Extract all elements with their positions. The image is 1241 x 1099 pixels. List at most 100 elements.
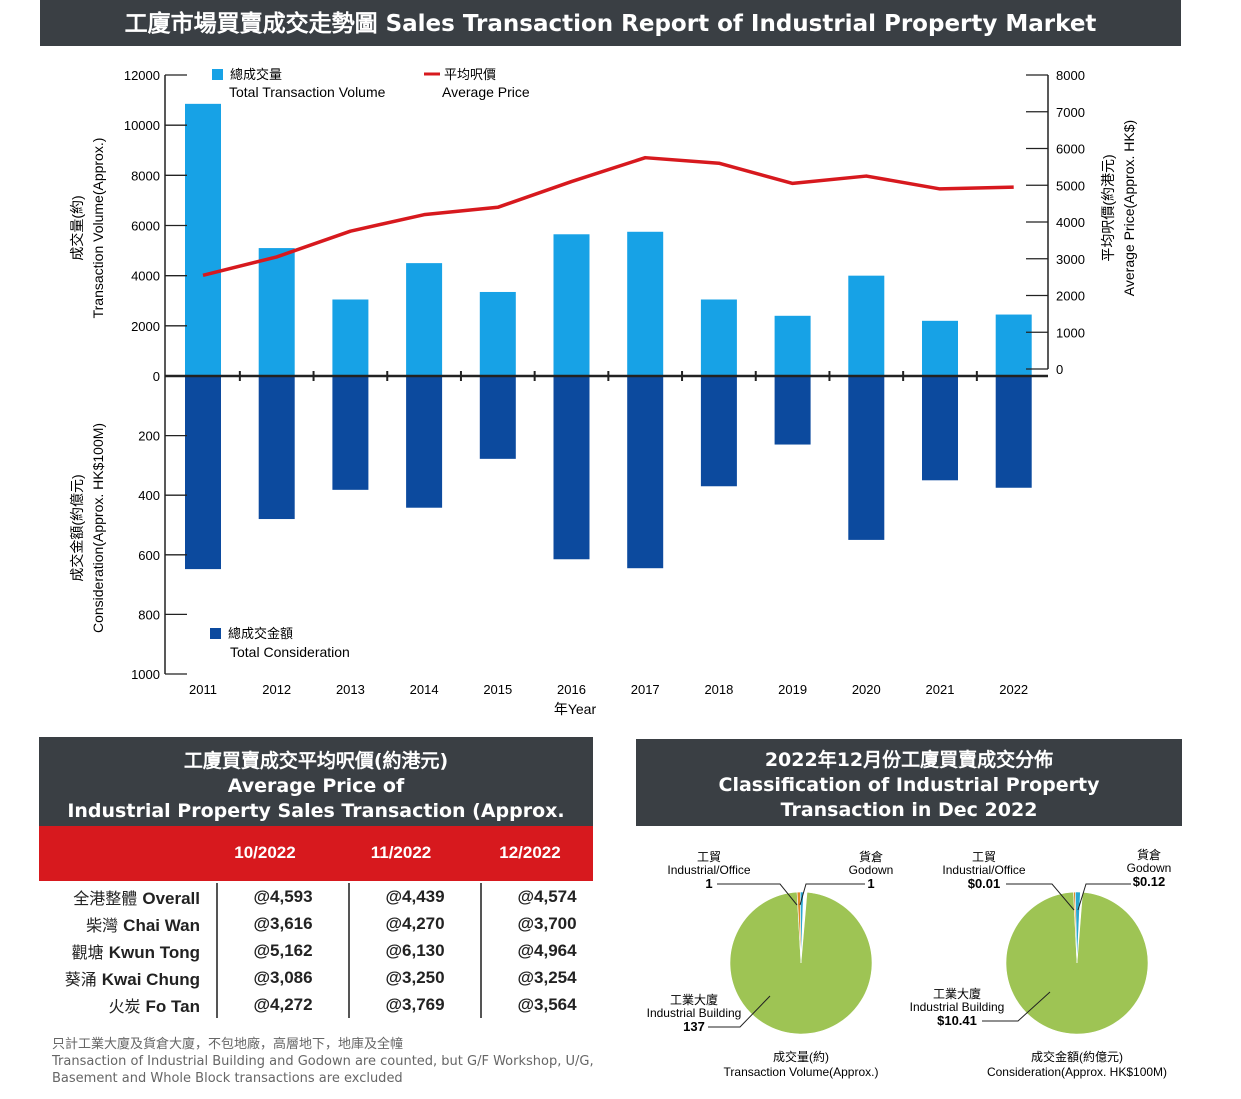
district-en: Kwai Chung <box>101 969 200 989</box>
volume-bar-2016 <box>553 234 590 376</box>
legend-consideration-en: Total Consideration <box>230 644 350 660</box>
price-cell: @3,616 <box>216 910 349 937</box>
pie-leader-ib <box>708 995 771 1028</box>
avg-table-header-bar <box>39 826 593 881</box>
legend-consideration-zh: 總成交金額 <box>228 626 293 641</box>
volume-bar-2012 <box>258 248 295 376</box>
pie-slice-industrial-office <box>1073 891 1078 964</box>
x-tick-label-2019: 2019 <box>778 682 807 697</box>
upper-tick-label: 6000 <box>131 219 160 234</box>
pie-label-io-zh: 工貿 <box>972 850 996 864</box>
price-cell: @5,162 <box>216 937 349 964</box>
volume-bar-2017 <box>627 231 664 376</box>
x-axis-label: 年Year <box>554 701 597 717</box>
price-cell: @4,574 <box>480 883 612 910</box>
pie-title-zh: 成交金額(約億元) <box>1031 1049 1123 1064</box>
volume-bar-2014 <box>406 263 443 376</box>
district-en: Chai Wan <box>123 915 200 935</box>
x-tick-label-2018: 2018 <box>704 682 733 697</box>
x-tick-label-2016: 2016 <box>557 682 586 697</box>
pie-label-ib-zh: 工業大廈 <box>670 992 718 1007</box>
avg-table-title-zh: 工廈買賣成交平均呎價(約港元) <box>183 750 449 772</box>
pie-slice-industrial-building <box>729 891 873 1035</box>
x-tick-label-2011: 2011 <box>189 682 217 697</box>
pie-label-io-value: 1 <box>705 876 712 891</box>
footnote: 只計工業大廈及貨倉大廈，不包地廠，高層地下，地庫及全幢 Transaction … <box>52 1036 612 1087</box>
right-tick-label: 3000 <box>1056 252 1085 267</box>
footnote-en-2: Basement and Whole Block transactions ar… <box>52 1071 403 1086</box>
pie-label-io-zh: 工貿 <box>697 850 721 864</box>
consideration-bar-2020 <box>848 376 885 540</box>
pie-label-ib-en: Industrial Building <box>910 1000 1005 1014</box>
x-tick-label-2013: 2013 <box>336 682 365 697</box>
legend-price-zh: 平均呎價 <box>444 67 496 82</box>
pie-section-title: 2022年12月份工廈買賣成交分佈 Classification of Indu… <box>636 739 1182 826</box>
district-name: 火炭 Fo Tan <box>39 991 217 1018</box>
avg-price-table: 全港整體 Overall @4,593 @4,439 @4,574 柴灣 Chai Wa… <box>39 883 612 1018</box>
lower-tick-label: 200 <box>138 429 160 444</box>
district-name: 葵涌 Kwai Chung <box>39 964 217 991</box>
pie-leader-io <box>717 883 798 906</box>
pie-label-ib-value: $10.41 <box>937 1013 977 1028</box>
x-tick-label-2014: 2014 <box>410 682 439 697</box>
lower-tick-label: 400 <box>138 488 160 503</box>
pie-label-godown-value: $0.12 <box>1133 874 1166 889</box>
right-tick-label: 0 <box>1056 362 1063 377</box>
consideration-bar-2011 <box>185 376 221 570</box>
pie-leader-godown <box>799 883 865 906</box>
district-zh: 柴灣 <box>86 915 124 935</box>
price-cell: @4,593 <box>216 883 349 910</box>
district-en: Kwun Tong <box>108 942 200 962</box>
upper-axis-title: 成交量(約) Transaction Volume(Approx.) <box>69 138 106 319</box>
table-row: 柴灣 Chai Wan @3,616 @4,270 @3,700 <box>39 910 612 937</box>
price-cell: @3,564 <box>480 991 612 1018</box>
consideration-bar-2014 <box>406 376 443 508</box>
right-tick-label: 8000 <box>1056 68 1085 83</box>
price-cell: @4,272 <box>216 991 349 1018</box>
pie-leader-godown <box>1077 883 1131 911</box>
col-header-dec: 12/2022 <box>499 843 561 862</box>
right-tick-label: 2000 <box>1056 289 1085 304</box>
volume-bar-2019 <box>774 315 811 376</box>
pie-slice-godown <box>799 891 804 964</box>
volume-bar-2022 <box>995 314 1032 376</box>
volume-bar-2011 <box>185 103 221 377</box>
legend-volume-en: Total Transaction Volume <box>229 84 386 100</box>
pie-label-io-en: Industrial/Office <box>667 863 750 877</box>
pie-leader-ib <box>982 991 1051 1022</box>
right-axis-title-en: Average Price(Approx. HK$) <box>1121 120 1137 296</box>
right-tick-label: 4000 <box>1056 215 1085 230</box>
right-tick-label: 6000 <box>1056 142 1085 157</box>
consideration-bar-2017 <box>627 376 664 569</box>
right-axis-title-zh: 平均呎價(約港元) <box>1100 154 1116 261</box>
x-tick-label-2012: 2012 <box>262 682 291 697</box>
legend-consideration-swatch <box>210 628 221 639</box>
pie-label-godown-zh: 貨倉 <box>859 849 883 864</box>
legend-volume-swatch <box>212 69 223 80</box>
lower-axis-title-en: Consideration(Approx. HK$100M) <box>90 423 106 633</box>
upper-tick-label: 4000 <box>131 269 160 284</box>
avg-price-table-title: 工廈買賣成交平均呎價(約港元) Average Price of Industr… <box>39 737 593 847</box>
pie-slice-godown <box>1075 891 1081 964</box>
table-row: 葵涌 Kwai Chung @3,086 @3,250 @3,254 <box>39 964 612 991</box>
right-tick-label: 7000 <box>1056 105 1085 120</box>
pie-slice-industrial-building <box>1005 891 1149 1035</box>
upper-tick-label: 8000 <box>131 168 160 183</box>
price-cell: @4,439 <box>348 883 481 910</box>
right-tick-label: 1000 <box>1056 325 1085 340</box>
district-zh: 全港整體 <box>73 888 143 908</box>
footnote-zh: 只計工業大廈及貨倉大廈，不包地廠，高層地下，地庫及全幢 <box>52 1037 404 1052</box>
avg-table-title-en1: Average Price of <box>227 775 405 797</box>
pie-label-ib-en: Industrial Building <box>647 1006 742 1020</box>
price-cell: @4,270 <box>348 910 481 937</box>
col-header-oct: 10/2022 <box>234 843 296 862</box>
lower-tick-label: 800 <box>138 607 160 622</box>
average-price-polyline <box>202 155 1014 277</box>
right-axis-title: 平均呎價(約港元) Average Price(Approx. HK$) <box>1100 120 1137 296</box>
consideration-bar-2013 <box>332 376 369 490</box>
district-zh: 火炭 <box>108 996 146 1016</box>
price-cell: @6,130 <box>348 937 481 964</box>
main-chart: 0200040006000800010000120002004006008001… <box>69 67 1137 717</box>
pie-label-godown-en: Godown <box>1127 861 1172 875</box>
pie-title-zh: 成交量(約) <box>773 1049 829 1064</box>
